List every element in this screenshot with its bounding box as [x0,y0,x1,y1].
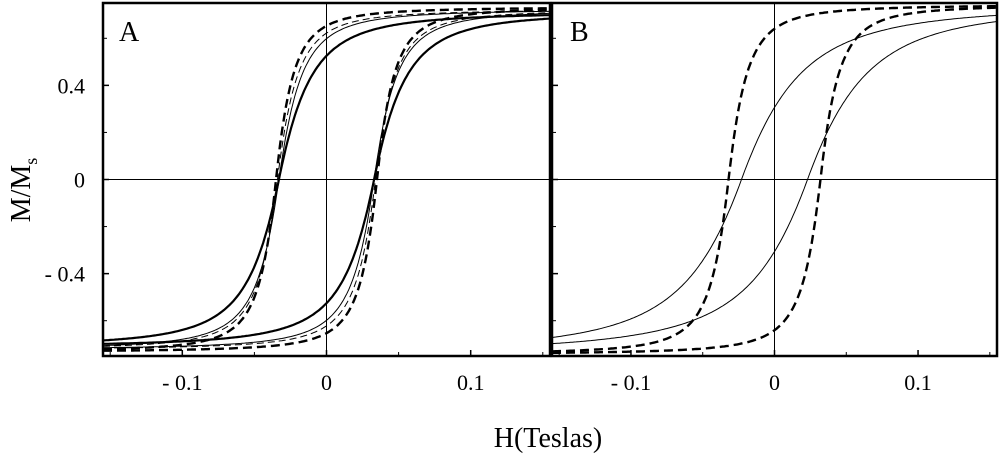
panel-a-series-4-descending-branch [103,7,550,351]
panel-b-series-1-ascending-branch [552,21,997,345]
y-axis-label-subscript: s [21,158,41,165]
panel-b-frame [550,1,999,358]
panel-b-series-group [552,3,997,356]
y-axis-label-main: M/M [6,165,37,223]
panel-b-x-tick-label-1: - 0.1 [611,370,651,395]
panel-a-y-tick-label-1: 0.4 [58,73,86,98]
panel-b-ticks-group: - 0.1 0 0.1 [552,37,991,395]
panel-b: - 0.1 0 0.1 B [550,1,999,395]
y-axis-label: M/Ms [6,158,41,223]
svg-text:M/Ms: M/Ms [6,158,41,223]
panel-a-x-tick-label-1: - 0.1 [162,370,202,395]
panel-b-x-tick-label-2: 0 [769,370,780,395]
panel-a-x-tick-label-3: 0.1 [457,370,485,395]
panel-a-series-4-ascending-branch [103,8,550,352]
panel-b-x-tick-label-3: 0.1 [904,370,932,395]
panel-b-series-1-descending-branch [552,14,997,338]
panel-a-ticks-group: - 0.1 0 0.1 0.4 0 - 0.4 [45,37,544,395]
panel-a-y-tick-label-3: - 0.4 [45,262,85,287]
panel-a: - 0.1 0 0.1 0.4 0 - 0.4 A [45,1,552,395]
x-axis-label: H(Teslas) [494,423,602,454]
panel-a-x-tick-label-2: 0 [321,370,332,395]
panel-a-label: A [119,17,140,48]
panel-b-series-2-ascending-branch [552,6,997,354]
panel-b-series-2-descending-branch [552,5,997,353]
panel-a-frame [101,1,552,358]
panel-a-series-1-ascending-branch [103,17,550,345]
panel-b-loops [552,5,997,354]
panel-a-series-group [103,3,550,356]
panel-a-series-3-descending-branch [103,10,550,347]
panel-a-loops [103,7,550,352]
panel-a-y-tick-label-2: 0 [74,168,85,193]
panel-b-label: B [570,17,589,48]
panel-a-series-3-ascending-branch [103,12,550,349]
